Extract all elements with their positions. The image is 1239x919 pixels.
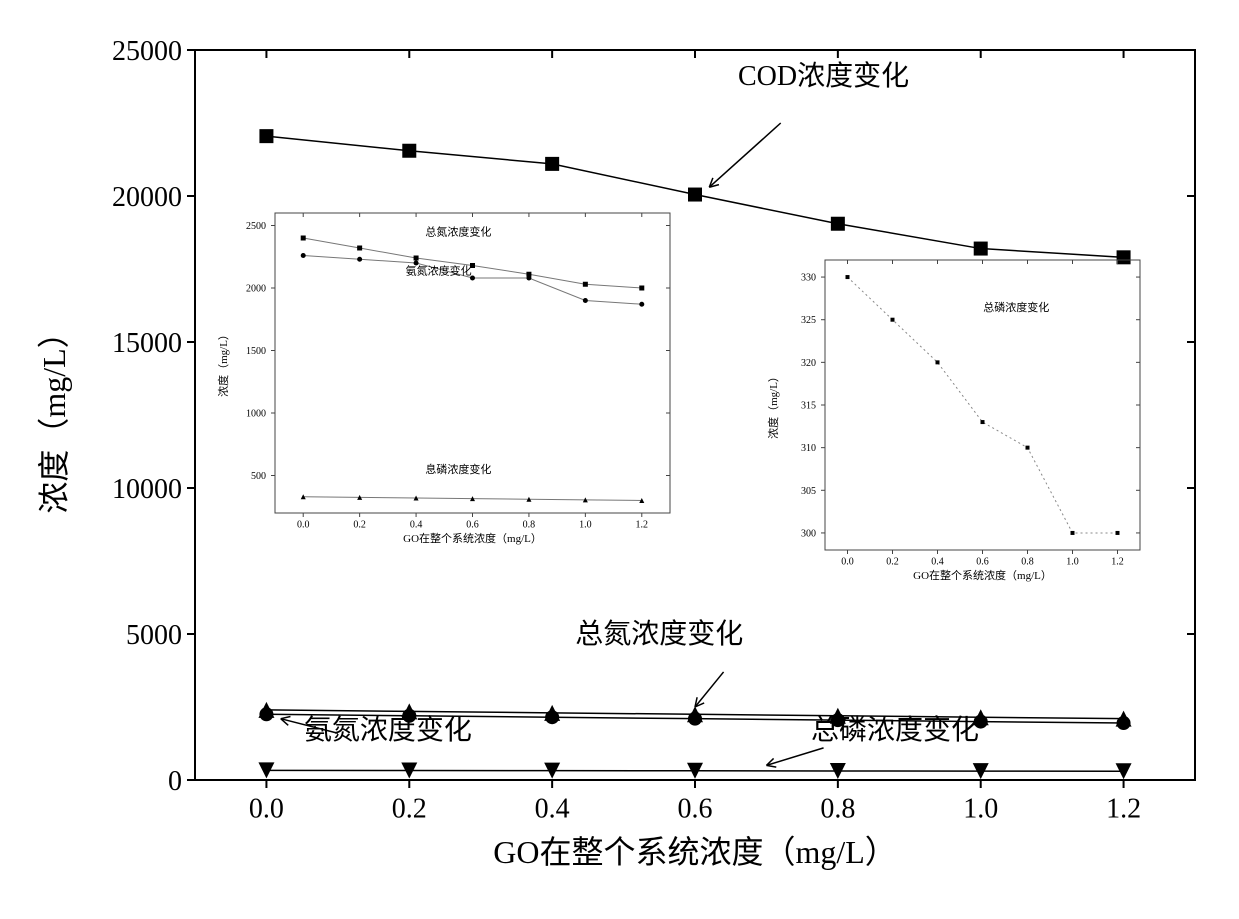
svg-text:330: 330 <box>801 273 816 284</box>
svg-text:0.4: 0.4 <box>410 520 423 531</box>
svg-text:0.8: 0.8 <box>523 520 536 531</box>
svg-text:0.2: 0.2 <box>886 557 899 568</box>
y-axis-label: 浓度（mg/L） <box>216 329 230 397</box>
series-label: 总氮浓度变化 <box>425 225 491 239</box>
svg-text:0.8: 0.8 <box>1021 557 1034 568</box>
y-axis-label: 浓度（mg/L） <box>36 316 72 513</box>
svg-text:0: 0 <box>168 766 182 797</box>
inset-chart-group: 0.0 0.2 0.4 0.6 0.8 1.0 1.2 300 305 310 315 320 325 3… <box>766 260 1140 582</box>
svg-text:1.2: 1.2 <box>1111 557 1124 568</box>
svg-text:1000: 1000 <box>246 409 266 420</box>
svg-text:20000: 20000 <box>112 182 182 213</box>
svg-text:5000: 5000 <box>126 620 182 651</box>
svg-text:1.2: 1.2 <box>636 520 649 531</box>
svg-text:1.0: 1.0 <box>579 520 592 531</box>
svg-text:1500: 1500 <box>246 346 266 357</box>
series-label: 总磷浓度变化 <box>811 714 979 746</box>
svg-text:0.4: 0.4 <box>931 557 944 568</box>
svg-text:0.2: 0.2 <box>392 793 427 824</box>
series-label: 氨氮浓度变化 <box>406 263 472 277</box>
y-axis-label: 浓度（mg/L） <box>766 371 780 439</box>
svg-text:0.6: 0.6 <box>678 793 713 824</box>
svg-text:2500: 2500 <box>246 221 266 232</box>
series-label: COD浓度变化 <box>738 60 909 92</box>
svg-text:0.0: 0.0 <box>297 520 310 531</box>
svg-text:1.0: 1.0 <box>1066 557 1079 568</box>
x-axis-label: GO在整个系统浓度（mg/L） <box>913 568 1052 582</box>
svg-text:0.4: 0.4 <box>535 793 570 824</box>
x-axis-label: GO在整个系统浓度（mg/L） <box>493 834 897 870</box>
svg-text:1.0: 1.0 <box>963 793 998 824</box>
svg-text:1.2: 1.2 <box>1106 793 1141 824</box>
series-label: 息磷浓度变化 <box>425 462 491 476</box>
inset-chart-group: 0.0 0.2 0.4 0.6 0.8 1.0 1.2 500 1000 1500 2000 2500… <box>216 213 670 545</box>
svg-text:310: 310 <box>801 443 816 454</box>
svg-text:300: 300 <box>801 528 816 539</box>
svg-text:500: 500 <box>251 471 266 482</box>
svg-text:320: 320 <box>801 358 816 369</box>
svg-text:0.6: 0.6 <box>466 520 479 531</box>
main-chart-svg: 0.0 0.2 0.4 0.6 0.8 1.0 1.2 0 5000 10000 15000 2000… <box>0 0 1239 914</box>
series-line <box>848 277 1118 533</box>
svg-text:0.2: 0.2 <box>353 520 366 531</box>
svg-text:10000: 10000 <box>112 474 182 505</box>
svg-text:0.8: 0.8 <box>820 793 855 824</box>
series-label: 总磷浓度变化 <box>983 300 1049 314</box>
chart-container: 0.0 0.2 0.4 0.6 0.8 1.0 1.2 0 5000 10000 15000 2000… <box>0 0 1239 914</box>
svg-text:315: 315 <box>801 401 816 412</box>
main-chart-group: 0.0 0.2 0.4 0.6 0.8 1.0 1.2 0 5000 10000 15000 2000… <box>36 36 1195 870</box>
svg-text:0.6: 0.6 <box>976 557 989 568</box>
svg-text:0.0: 0.0 <box>841 557 854 568</box>
svg-text:0.0: 0.0 <box>249 793 284 824</box>
series-label: 氨氮浓度变化 <box>304 714 472 746</box>
svg-text:2000: 2000 <box>246 284 266 295</box>
svg-text:15000: 15000 <box>112 328 182 359</box>
svg-text:325: 325 <box>801 315 816 326</box>
svg-text:305: 305 <box>801 486 816 497</box>
x-axis-label: GO在整个系统浓度（mg/L） <box>403 531 542 545</box>
series-label: 总氮浓度变化 <box>575 618 743 650</box>
svg-text:25000: 25000 <box>112 36 182 67</box>
